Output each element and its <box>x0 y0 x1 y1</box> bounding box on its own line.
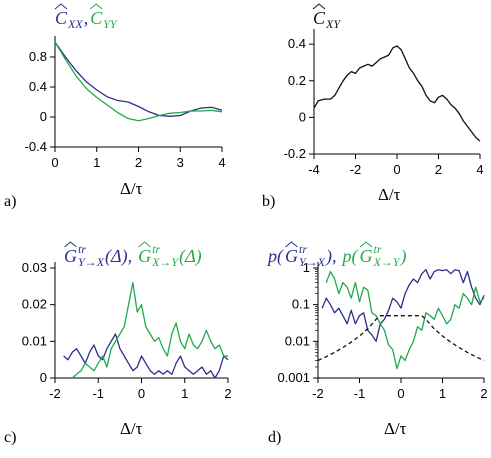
y-tick-label: 0 <box>299 109 306 124</box>
x-tick-label: 1 <box>93 155 100 170</box>
x-axis-label: Δ/τ <box>384 419 407 438</box>
x-tick-label: 0 <box>393 162 400 177</box>
title-subscript: XX <box>67 17 83 31</box>
x-tick-label: 1 <box>181 386 188 401</box>
y-tick-label: -0.4 <box>25 139 47 154</box>
series-line-green <box>71 282 228 379</box>
title-text: ) <box>400 246 407 267</box>
panel-b: -0.2 0 0.2 0.4 -4 -2 0 2 4 Δ/τ b) <box>262 29 484 210</box>
x-tick-label: -2 <box>350 162 362 177</box>
title-subscript: X→Y <box>151 255 179 269</box>
panel-letter: c) <box>4 429 16 446</box>
x-tick-label: 2 <box>135 155 142 170</box>
y-tick-label: 0 <box>40 109 47 124</box>
y-tick-label: 0.01 <box>22 333 47 348</box>
axis-frame <box>317 262 484 379</box>
axis-frame <box>54 36 222 148</box>
title-subscript: Y→X <box>78 255 105 269</box>
series-line-green <box>54 41 223 122</box>
hat-accent <box>54 3 68 10</box>
title-superscript: tr <box>374 242 382 256</box>
axis-frame <box>313 29 480 155</box>
x-tick-label: 4 <box>218 155 225 170</box>
panel-letter: a) <box>4 193 16 210</box>
x-axis-label: Δ/τ <box>378 185 401 204</box>
series-line-black <box>313 45 481 142</box>
title-text: (Δ), <box>105 246 132 267</box>
title-symbol: G <box>285 246 298 266</box>
series-line-blue <box>54 41 223 117</box>
y-tick-label: 0.01 <box>285 333 310 348</box>
x-axis-label: Δ/τ <box>120 419 143 438</box>
hat-accent <box>89 3 103 10</box>
hat-accent <box>285 241 298 248</box>
series-line-blue <box>63 333 229 379</box>
y-tick-label: 0.03 <box>22 260 47 275</box>
panel-a-title: C XX, C YY <box>54 3 118 31</box>
title-subscript: YY <box>103 17 118 31</box>
title-superscript: tr <box>299 242 307 256</box>
x-tick-label: -1 <box>354 386 366 401</box>
title-symbol: G <box>64 246 77 266</box>
x-tick-label: 0 <box>397 386 404 401</box>
x-axis-label: Δ/τ <box>120 179 143 198</box>
y-tick-label: 0.4 <box>288 36 306 51</box>
title-symbol: C <box>90 8 103 28</box>
x-tick-label: -1 <box>92 386 104 401</box>
y-tick-label: 0 <box>40 370 47 385</box>
title-text: (Δ) <box>179 246 202 267</box>
hat-accent <box>64 241 77 248</box>
x-tick-label: -2 <box>312 386 324 401</box>
title-superscript: tr <box>78 242 86 256</box>
panel-a: -0.4 0 0.4 0.8 0 1 2 3 4 Δ/τ a) <box>4 36 226 210</box>
panel-b-title: C XY <box>312 3 341 31</box>
title-text: ), <box>325 246 337 267</box>
x-tick-label: 0 <box>51 155 58 170</box>
x-tick-label: 3 <box>177 155 184 170</box>
x-tick-label: 4 <box>476 162 483 177</box>
panel-letter: d) <box>268 429 281 446</box>
y-tick-label: 0.001 <box>277 370 310 385</box>
y-tick-label: 0.2 <box>288 73 306 88</box>
title-superscript: tr <box>152 242 160 256</box>
x-tick-label: 2 <box>480 386 487 401</box>
title-symbol: C <box>313 8 326 28</box>
title-symbol: G <box>138 246 151 266</box>
y-tick-label: 0.4 <box>29 79 47 94</box>
y-tick-label: 0.8 <box>29 49 47 64</box>
y-tick-label: -0.2 <box>284 146 306 161</box>
x-tick-label: -4 <box>308 162 320 177</box>
hat-accent <box>359 241 373 248</box>
title-text: p( <box>266 246 284 267</box>
x-tick-label: 0 <box>138 386 145 401</box>
y-tick-label: 0.1 <box>292 297 310 312</box>
title-text: p( <box>341 246 359 267</box>
hat-accent <box>138 241 151 248</box>
x-tick-label: -2 <box>49 386 61 401</box>
title-subscript: Y→X <box>299 255 326 269</box>
axis-frame <box>54 262 228 379</box>
title-subscript: X→Y <box>373 255 401 269</box>
title-symbol: G <box>360 246 373 266</box>
title-text: , <box>84 8 89 28</box>
x-tick-label: 2 <box>224 386 231 401</box>
series-line-green <box>325 270 485 370</box>
series-line-blue <box>321 269 485 342</box>
panel-d: 0.001 0.01 0.1 1 -2 -1 0 1 2 Δ/τ d) <box>268 260 488 446</box>
x-tick-label: 1 <box>439 386 446 401</box>
panel-letter: b) <box>262 193 275 210</box>
title-symbol: C <box>55 8 68 28</box>
y-tick-label: 0.02 <box>22 297 47 312</box>
y-tick-label: 1 <box>303 260 310 275</box>
series-line-black-dashed <box>317 315 485 362</box>
title-subscript: XY <box>325 17 341 31</box>
hat-accent <box>312 3 326 10</box>
panel-c: 0 0.01 0.02 0.03 -2 -1 0 1 2 Δ/τ c) <box>4 260 232 446</box>
x-tick-label: 2 <box>435 162 442 177</box>
